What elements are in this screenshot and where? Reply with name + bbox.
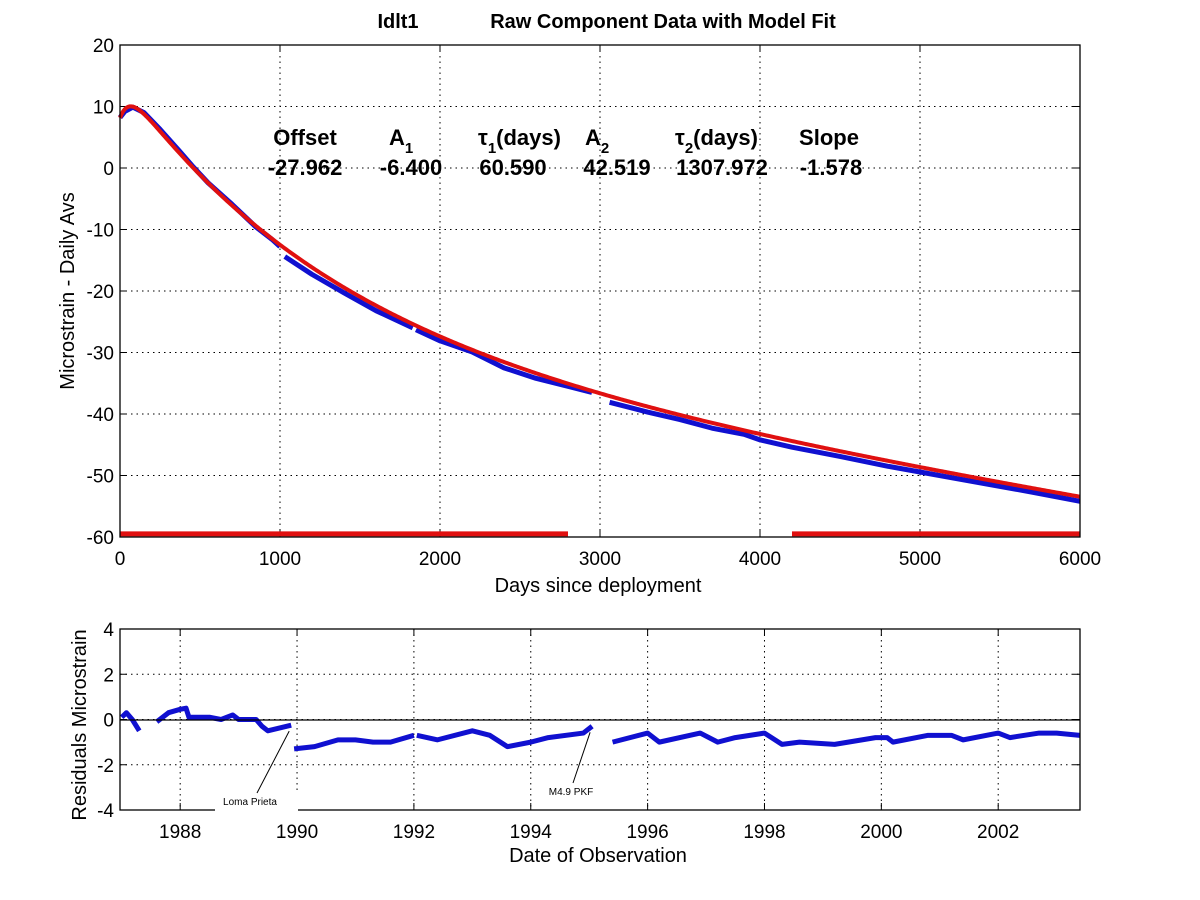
top-plot-frame bbox=[119, 44, 1081, 538]
x-tick-label: 5000 bbox=[899, 549, 941, 570]
y-tick-label: 0 bbox=[103, 159, 114, 180]
annotation-label: Loma Prieta bbox=[223, 797, 277, 808]
param-value-a1: -6.400 bbox=[380, 155, 442, 180]
title-station: Idlt1 bbox=[377, 11, 418, 33]
param-header-slope: Slope bbox=[799, 125, 859, 150]
x-tick-label: 2002 bbox=[977, 822, 1019, 843]
param-value-tau2: 1307.972 bbox=[676, 155, 768, 180]
param-header-tau2: τ2(days) bbox=[675, 125, 758, 157]
y-tick-label: -50 bbox=[87, 467, 114, 488]
x-tick-label: 1000 bbox=[259, 549, 301, 570]
param-header-tau1: τ1(days) bbox=[478, 125, 561, 157]
top-ylabel: Microstrain - Daily Avs bbox=[57, 192, 79, 389]
param-header-a1: A1 bbox=[389, 125, 413, 157]
x-tick-label: 6000 bbox=[1059, 549, 1101, 570]
bottom-series bbox=[120, 705, 1081, 752]
y-tick-label: -10 bbox=[87, 221, 114, 242]
x-tick-label: 3000 bbox=[579, 549, 621, 570]
bottom-tick-labels: 1988 1990 1992 1994 1996 1998 2000 2002 4 2 0 -2 -4 bbox=[97, 620, 1019, 843]
residual-line bbox=[120, 710, 142, 733]
y-tick-label: -20 bbox=[87, 282, 114, 303]
x-tick-label: 2000 bbox=[419, 549, 461, 570]
top-tick-labels: 0 1000 2000 3000 4000 5000 6000 20 10 0 -10 -20 -30 -… bbox=[87, 36, 1102, 570]
y-tick-label: -30 bbox=[87, 344, 114, 365]
param-value-a2: 42.519 bbox=[583, 155, 650, 180]
x-tick-label: 1996 bbox=[626, 822, 668, 843]
raw-data-line bbox=[414, 327, 593, 395]
param-header-a2: A2 bbox=[585, 125, 609, 157]
x-tick-label: 1992 bbox=[393, 822, 435, 843]
y-tick-label: 0 bbox=[103, 711, 114, 732]
x-tick-label: 1998 bbox=[743, 822, 785, 843]
y-tick-label: 10 bbox=[93, 98, 114, 119]
x-tick-label: 1988 bbox=[159, 822, 201, 843]
x-tick-label: 2000 bbox=[860, 822, 902, 843]
bottom-xlabel: Date of Observation bbox=[509, 845, 687, 867]
residual-line bbox=[293, 732, 415, 752]
x-tick-label: 0 bbox=[115, 549, 126, 570]
annotation-leader bbox=[572, 732, 591, 784]
residual-line bbox=[416, 724, 594, 750]
bottom-annotations: Loma Prieta M4.9 PKF bbox=[215, 730, 593, 813]
param-value-offset: -27.962 bbox=[268, 155, 343, 180]
annotation-leader bbox=[256, 730, 290, 794]
y-tick-label: 2 bbox=[103, 665, 114, 686]
top-grid bbox=[119, 44, 1081, 538]
y-tick-label: -2 bbox=[97, 756, 114, 777]
annotation-label: M4.9 PKF bbox=[549, 787, 593, 798]
y-tick-label: 4 bbox=[103, 620, 114, 641]
y-tick-label: 20 bbox=[93, 36, 114, 57]
y-tick-label: -40 bbox=[87, 405, 114, 426]
param-value-tau1: 60.590 bbox=[479, 155, 546, 180]
y-tick-label: -4 bbox=[97, 801, 114, 822]
raw-data-line bbox=[283, 254, 414, 331]
x-tick-label: 1990 bbox=[276, 822, 318, 843]
fit-parameters: Offset A1 τ1(days) A2 τ2(days) Slope -27… bbox=[268, 125, 863, 180]
annotation-background bbox=[215, 793, 298, 813]
y-tick-label: -60 bbox=[87, 528, 114, 549]
x-tick-label: 4000 bbox=[739, 549, 781, 570]
top-xlabel: Days since deployment bbox=[495, 575, 702, 597]
param-value-slope: -1.578 bbox=[800, 155, 862, 180]
raw-data-line bbox=[608, 399, 1081, 504]
residual-line bbox=[611, 730, 1081, 747]
chart-title: Raw Component Data with Model Fit bbox=[490, 11, 836, 33]
x-tick-label: 1994 bbox=[510, 822, 553, 843]
param-header-offset: Offset bbox=[273, 125, 337, 150]
bottom-ylabel: Residuals Microstrain bbox=[69, 629, 91, 820]
model-fit-line bbox=[118, 104, 1081, 499]
top-series bbox=[118, 104, 1081, 537]
